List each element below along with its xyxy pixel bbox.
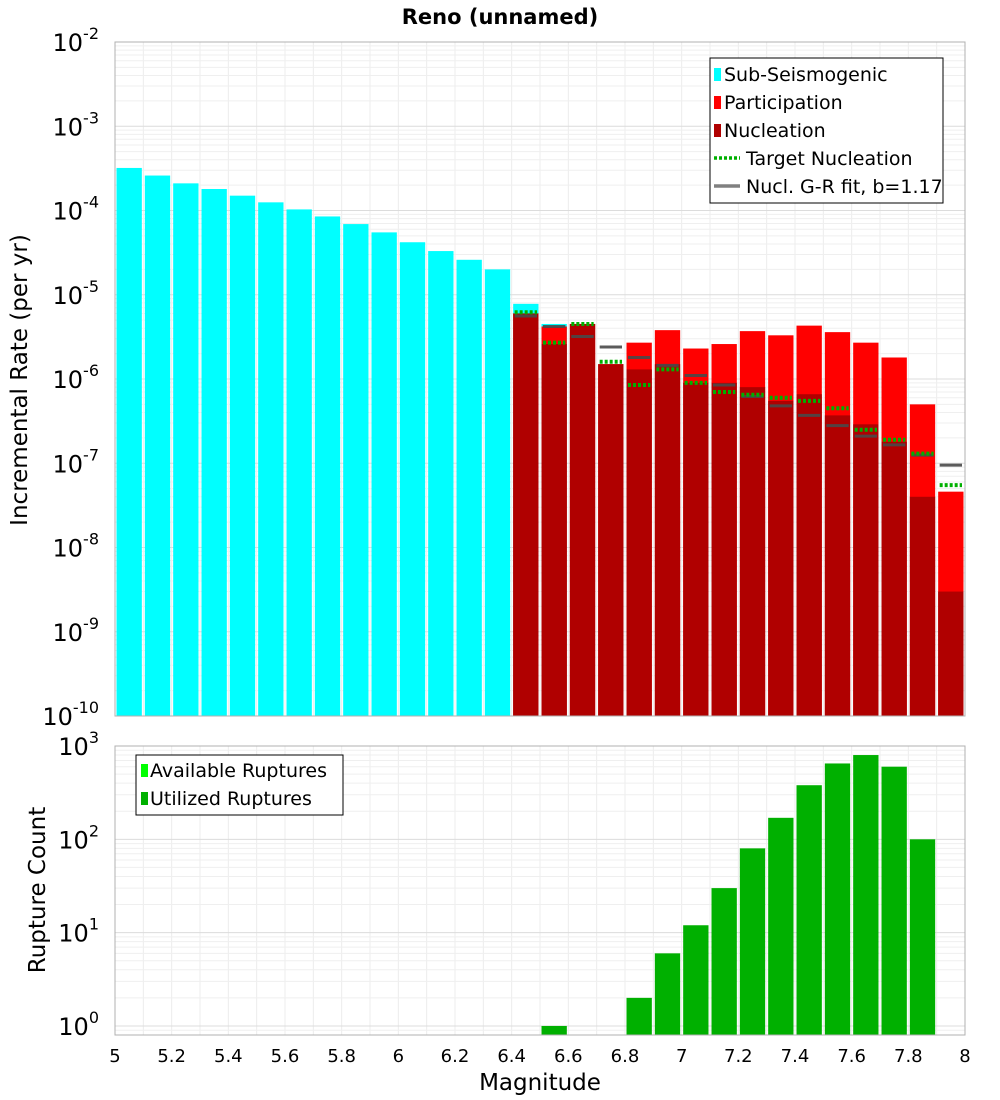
rate-ytick-label: 10-2 (53, 24, 100, 57)
legend-label: Sub-Seismogenic (724, 64, 888, 86)
sub-seismogenic-bar (484, 269, 511, 716)
nucleation-bar (513, 313, 539, 716)
rate-legend-box (709, 57, 944, 204)
sub-seismogenic-bar (144, 175, 171, 716)
legend-swatch (714, 124, 721, 137)
legend-label: Participation (724, 92, 843, 114)
nucleation-bar (881, 441, 907, 716)
x-tick-label: 7.2 (724, 1046, 753, 1067)
legend-label: Target Nucleation (745, 148, 913, 170)
x-tick-label: 6.4 (497, 1046, 526, 1067)
rate-plot-frame (114, 41, 966, 717)
nucleation-bar (796, 394, 822, 716)
rupture-count-chart: 100 101 102 103 5 5.2 5.4 5.6 5.8 6 6.2 6.4 6.6 6.8 7 7… (58, 728, 970, 1067)
nucleation-bar (683, 382, 709, 716)
sub-seismogenic-bar (428, 251, 454, 717)
utilized-ruptures-bar (654, 953, 681, 1035)
x-tick-label: 7.8 (894, 1046, 923, 1067)
x-tick-label: 7 (676, 1046, 687, 1067)
rate-ytick-label: 10-4 (53, 193, 100, 226)
rate-ytick-label: 10-8 (53, 530, 100, 563)
sub-seismogenic-bar (343, 224, 369, 716)
sub-seismogenic-bar (229, 195, 256, 716)
nucleation-bar (909, 496, 936, 716)
nucleation-bar (598, 364, 624, 716)
nucleation-bar (853, 424, 879, 716)
utilized-ruptures-bar (853, 755, 879, 1035)
utilized-ruptures-bar (541, 1025, 567, 1035)
x-tick-label: 5.8 (327, 1046, 356, 1067)
count-plot-frame (114, 745, 966, 1036)
nucleation-bar (768, 400, 794, 716)
sub-seismogenic-bar (116, 167, 142, 717)
utilized-ruptures-bar (909, 839, 936, 1035)
nucleation-bar (938, 591, 964, 716)
sub-seismogenic-bar (314, 216, 341, 716)
rate-ytick-label: 10-6 (53, 361, 100, 394)
utilized-ruptures-bar (824, 763, 851, 1035)
nucleation-bar (739, 387, 766, 716)
sub-seismogenic-bar (201, 188, 227, 716)
x-tick-label: 6.6 (554, 1046, 583, 1067)
utilized-ruptures-bar (683, 925, 709, 1035)
rate-ytick-label: 10-5 (53, 277, 100, 310)
bottom-chart-ylabel: Rupture Count (25, 807, 51, 973)
nucleation-bar (824, 415, 851, 716)
utilized-ruptures-bar (626, 997, 652, 1035)
utilized-ruptures-bar (739, 848, 766, 1035)
legend-swatch (141, 764, 148, 777)
nucleation-bar (541, 344, 567, 716)
legend-swatch (714, 96, 721, 109)
nucleation-bar (569, 323, 596, 716)
legend-label: Nucl. G-R fit, b=1.17 (746, 176, 943, 198)
x-tick-label: 5.4 (214, 1046, 243, 1067)
x-tick-label: 5.2 (157, 1046, 186, 1067)
utilized-ruptures-bar (796, 785, 822, 1035)
top-chart-title: Reno (unnamed) (402, 5, 598, 29)
sub-seismogenic-bar (399, 242, 426, 716)
nucleation-bar (654, 364, 681, 716)
nucleation-bar (626, 369, 652, 716)
sub-seismogenic-bar (286, 209, 312, 716)
legend-label: Available Ruptures (150, 760, 327, 782)
utilized-ruptures-bar (881, 766, 907, 1035)
count-legend-box (135, 754, 344, 816)
x-tick-label: 7.4 (781, 1046, 810, 1067)
x-tick-label: 7.6 (837, 1046, 866, 1067)
legend-swatch (714, 68, 721, 81)
utilized-ruptures-bar (768, 817, 794, 1035)
count-ytick-label: 101 (58, 915, 99, 948)
rate-ytick-label: 10-7 (53, 445, 100, 478)
x-tick-label: 5.6 (271, 1046, 300, 1067)
rate-ytick-label: 10-10 (42, 698, 99, 731)
sub-seismogenic-bar (173, 183, 199, 716)
rate-chart: 10-10 10-9 10-8 10-7 10-6 10-5 10-4 10-3 10-2 Sub… (42, 24, 966, 731)
utilized-ruptures-bar (711, 888, 737, 1035)
legend-swatch (141, 792, 148, 805)
bottom-chart-xlabel: Magnitude (479, 1070, 601, 1096)
count-ytick-label: 103 (58, 728, 99, 761)
x-tick-label: 6 (393, 1046, 404, 1067)
x-tick-label: 6.8 (611, 1046, 640, 1067)
count-ytick-label: 100 (58, 1008, 99, 1041)
x-tick-label: 5 (109, 1046, 120, 1067)
top-chart-ylabel: Incremental Rate (per yr) (7, 234, 33, 526)
rate-ytick-label: 10-3 (53, 108, 100, 141)
x-tick-label: 6.2 (441, 1046, 470, 1067)
sub-seismogenic-bar (371, 232, 397, 716)
sub-seismogenic-bar (258, 202, 284, 716)
legend-label: Utilized Ruptures (150, 788, 312, 810)
count-ytick-label: 102 (58, 821, 99, 854)
rate-ytick-label: 10-9 (53, 614, 100, 647)
nucleation-bar (711, 382, 737, 716)
sub-seismogenic-bar (456, 259, 482, 716)
legend-label: Nucleation (724, 120, 826, 142)
x-tick-label: 8 (959, 1046, 970, 1067)
